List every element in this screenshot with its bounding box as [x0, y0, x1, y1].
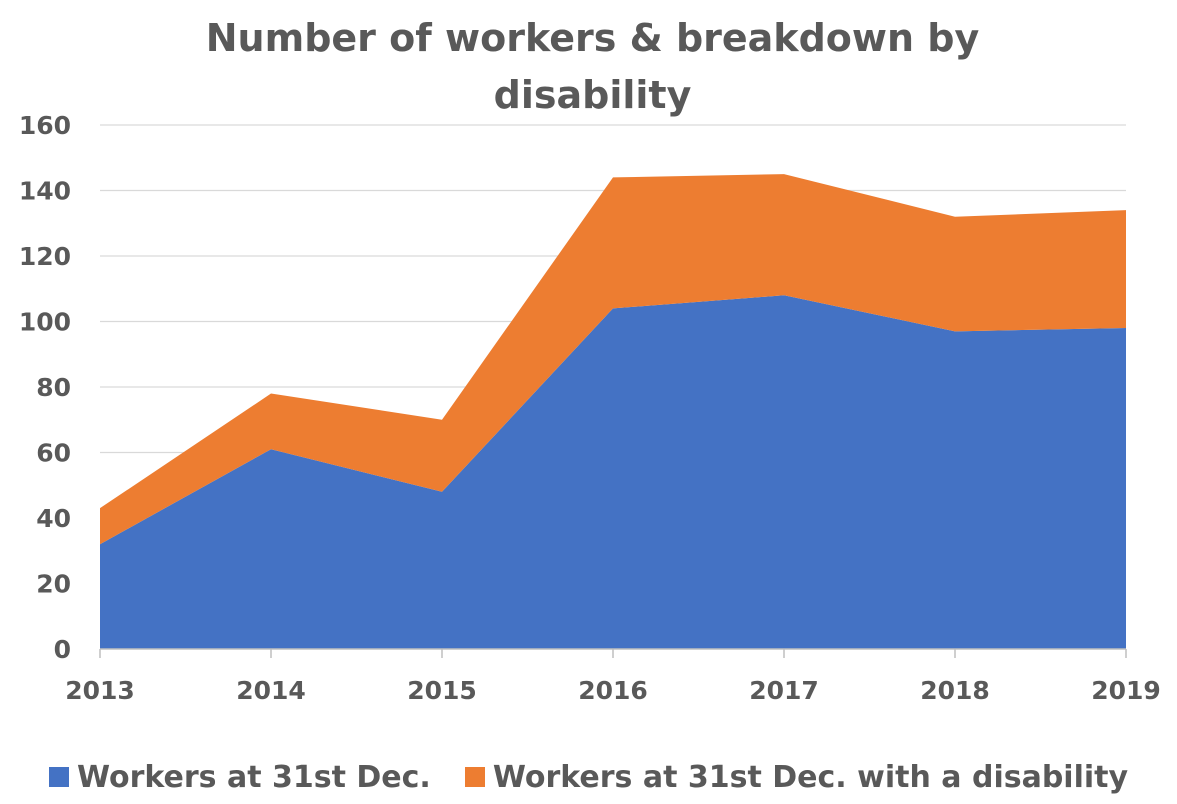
legend-label-workers-disability: Workers at 31st Dec. with a disability [492, 759, 1129, 795]
x-tick-label-2017: 2017 [749, 676, 819, 705]
y-tick-label-100: 100 [19, 308, 71, 337]
legend-label-workers: Workers at 31st Dec. [76, 759, 431, 795]
x-tick-label-2015: 2015 [407, 676, 477, 705]
x-tick-label-2013: 2013 [65, 676, 135, 705]
chart-legend: Workers at 31st Dec. Workers at 31st Dec… [0, 752, 1177, 802]
legend-item-workers: Workers at 31st Dec. [48, 759, 431, 795]
x-tick-label-2016: 2016 [578, 676, 648, 705]
x-tick-label-2014: 2014 [236, 676, 306, 705]
legend-item-workers-disability: Workers at 31st Dec. with a disability [464, 759, 1129, 795]
x-tick-label-2019: 2019 [1091, 676, 1161, 705]
y-tick-label-140: 140 [19, 177, 71, 206]
area-workers-disability [100, 174, 1126, 545]
y-tick-label-60: 60 [36, 439, 71, 468]
chart-title-line-2: disability [493, 73, 692, 117]
legend-swatch-workers-disability [464, 767, 485, 787]
y-tick-label-20: 20 [36, 570, 71, 599]
y-tick-label-80: 80 [36, 373, 71, 402]
x-tick-label-2018: 2018 [920, 676, 990, 705]
y-tick-label-0: 0 [54, 635, 71, 664]
chart-title-line-1: Number of workers & breakdown by [205, 16, 980, 60]
legend-swatch-workers [48, 767, 69, 787]
y-tick-label-120: 120 [19, 242, 71, 271]
area-workers [100, 295, 1126, 649]
y-tick-label-40: 40 [36, 504, 71, 533]
y-tick-label-160: 160 [19, 111, 71, 140]
chart-title: Number of workers & breakdown by disabil… [0, 10, 1177, 124]
chart-plot: 2013 2014 2015 2016 2017 2018 2019 0 20 40 60 80 100… [19, 111, 1161, 705]
